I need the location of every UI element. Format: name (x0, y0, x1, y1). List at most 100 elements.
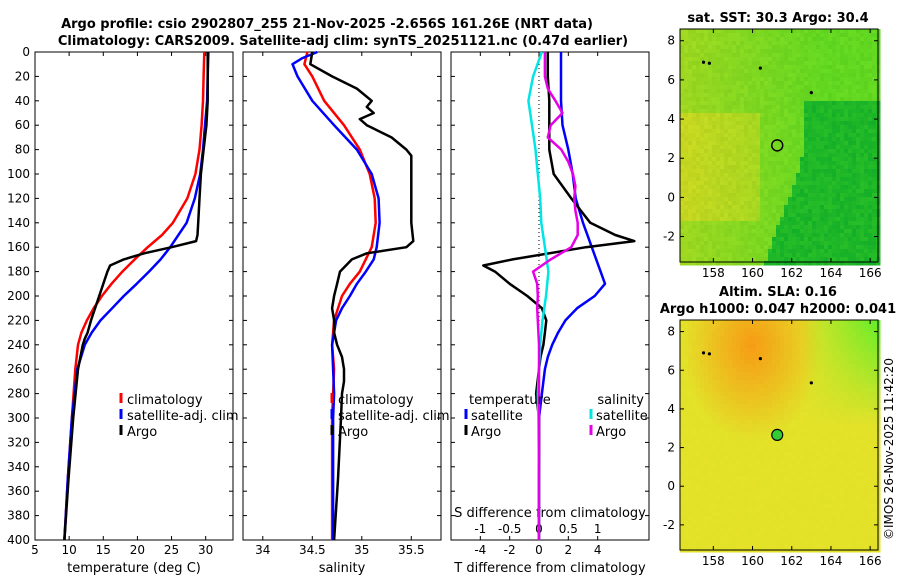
map-cell (844, 444, 849, 449)
map-cell (732, 416, 737, 421)
map-cell (840, 364, 845, 369)
map-cell (824, 408, 829, 413)
map-cell (840, 320, 845, 325)
map-cell (756, 77, 761, 82)
map-cell (748, 388, 753, 393)
map-cell (768, 320, 773, 325)
map-cell (720, 324, 725, 329)
map-cell (752, 149, 757, 154)
map-cell (748, 61, 753, 66)
map-cell (840, 85, 845, 90)
map-cell (680, 145, 685, 150)
map-cell (732, 261, 737, 266)
map-cell (708, 53, 713, 58)
map-cell (708, 157, 713, 162)
map-cell (808, 41, 813, 46)
x-tick-label: 35.5 (398, 543, 425, 557)
map-cell (848, 117, 853, 122)
map-cell (728, 185, 733, 190)
map-cell (868, 344, 873, 349)
map-cell (680, 384, 685, 389)
map-cell (700, 444, 705, 449)
map-cell (724, 121, 729, 126)
map-cell (696, 392, 701, 397)
map-cell (692, 229, 697, 234)
map-cell (692, 344, 697, 349)
map-cell (728, 348, 733, 353)
map-cell (780, 261, 785, 266)
map-cell (704, 169, 709, 174)
map-cell (732, 173, 737, 178)
x-tick-label: -2 (504, 543, 516, 557)
map-cell (800, 436, 805, 441)
map-cell (712, 241, 717, 246)
map-cell (768, 41, 773, 46)
map-cell (816, 169, 821, 174)
map-cell (856, 197, 861, 202)
map-cell (864, 141, 869, 146)
map-cell (800, 332, 805, 337)
map-cell (744, 400, 749, 405)
map-cell (780, 420, 785, 425)
map-cell (704, 364, 709, 369)
map-cell (852, 225, 857, 230)
map-cell (872, 400, 877, 405)
map-cell (836, 137, 841, 142)
map-cell (868, 205, 873, 210)
map-cell (864, 37, 869, 42)
map-cell (752, 69, 757, 74)
map-cell (836, 93, 841, 98)
map-cell (776, 253, 781, 258)
map-cell (772, 129, 777, 134)
map-cell (872, 189, 877, 194)
map-cell (760, 424, 765, 429)
map-cell (712, 149, 717, 154)
map-cell (868, 153, 873, 158)
map-cell (708, 33, 713, 38)
map-cell (796, 221, 801, 226)
x-tick-label: 20 (130, 543, 145, 557)
map-cell (844, 185, 849, 190)
map-cell (744, 57, 749, 62)
map-cell (688, 81, 693, 86)
map-cell (784, 173, 789, 178)
map-cell (872, 153, 877, 158)
map-cell (792, 404, 797, 409)
map-cell (780, 133, 785, 138)
map-cell (868, 45, 873, 50)
map-cell (772, 324, 777, 329)
map-cell (812, 328, 817, 333)
map-cell (864, 420, 869, 425)
map-cell (716, 65, 721, 70)
map-cell (812, 400, 817, 405)
map-cell (692, 189, 697, 194)
map-cell (712, 109, 717, 114)
map-cell (824, 436, 829, 441)
map-cell (764, 392, 769, 397)
map-cell (712, 141, 717, 146)
map-cell (688, 420, 693, 425)
map-cell (812, 324, 817, 329)
map-cell (684, 137, 689, 142)
map-cell (808, 404, 813, 409)
map-cell (744, 157, 749, 162)
map-cell (752, 340, 757, 345)
map-cell (736, 57, 741, 62)
map-cell (800, 380, 805, 385)
map-cell (784, 261, 789, 266)
map-cell (796, 396, 801, 401)
map-cell (860, 89, 865, 94)
map-cell (764, 368, 769, 373)
map-cell (788, 332, 793, 337)
map-cell (796, 348, 801, 353)
map-cell (728, 29, 733, 34)
map-cell (760, 189, 765, 194)
map-cell (744, 392, 749, 397)
map-cell (708, 237, 713, 242)
map-cell (708, 372, 713, 377)
map-cell (696, 225, 701, 230)
map-cell (848, 225, 853, 230)
map-cell (692, 205, 697, 210)
map-cell (732, 197, 737, 202)
map-cell (772, 372, 777, 377)
